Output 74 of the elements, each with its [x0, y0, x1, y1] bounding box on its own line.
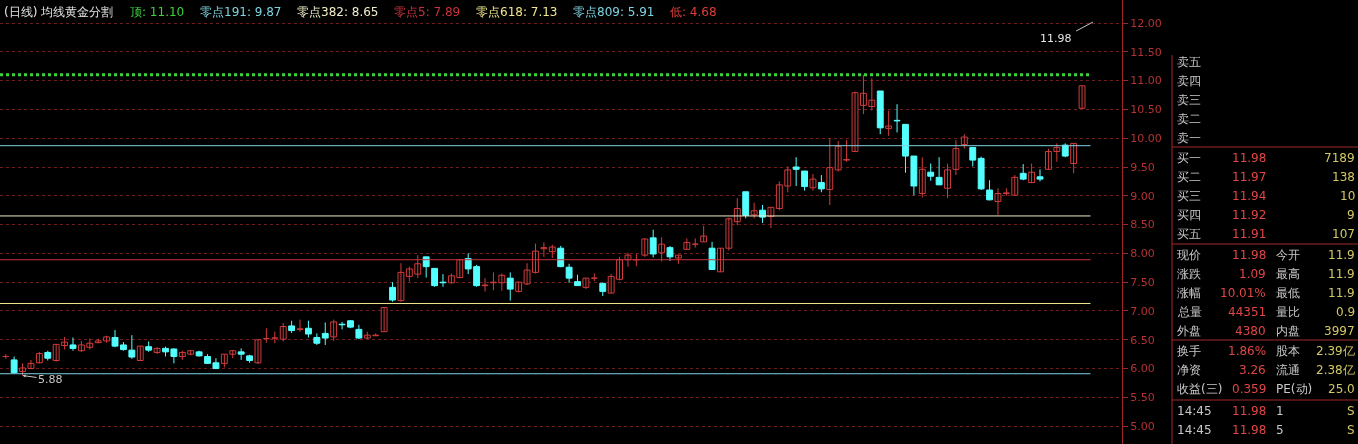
- text: 现价 11.98 今开 11.9: [1177, 248, 1355, 262]
- text: 卖四: [1177, 74, 1201, 88]
- candlestick: [69, 336, 77, 352]
- y-tick-label: 9.00: [1130, 189, 1155, 203]
- candlestick: [683, 237, 691, 251]
- text: 买四 11.92 9: [1177, 208, 1355, 222]
- candlestick: [246, 354, 254, 364]
- y-tick-label: 6.50: [1130, 333, 1155, 347]
- candlestick: [969, 146, 977, 167]
- text: 卖二: [1177, 112, 1201, 126]
- candlestick: [1036, 168, 1044, 182]
- annotation: 11.98: [1040, 32, 1072, 45]
- y-tick-label: 5.50: [1130, 391, 1155, 405]
- y-tick-label: 12.00: [1130, 16, 1162, 30]
- y-tick-label: 8.00: [1130, 247, 1155, 261]
- candlestick: [389, 281, 396, 303]
- text: 总量 44351 量比 0.9: [1178, 305, 1356, 319]
- text: 涨幅 10.01% 最低 11.9: [1177, 286, 1355, 300]
- text: 净资 3.26 流通 2.38亿: [1177, 363, 1355, 377]
- candlestick: [296, 319, 304, 333]
- y-tick-label: 10.50: [1130, 103, 1162, 117]
- candlestick: [960, 133, 968, 150]
- text: 外盘 4380 内盘 3997: [1177, 324, 1355, 338]
- text: 14:45 11.98 5 S: [1177, 423, 1355, 437]
- ref-line-label: 零点618: 7.13: [476, 5, 558, 19]
- y-tick-label: 6.00: [1130, 362, 1155, 376]
- ref-line-label: 零点382: 8.65: [297, 5, 379, 19]
- annotation: 低: 4.68: [670, 5, 717, 19]
- y-tick-label: 11.00: [1130, 74, 1162, 88]
- y-tick-label: 11.50: [1130, 45, 1162, 59]
- text: 卖一: [1177, 131, 1201, 145]
- candlestick: [481, 277, 489, 292]
- y-tick-label: 7.50: [1130, 276, 1155, 290]
- annotation: 5.88: [38, 373, 63, 386]
- y-tick-label: 8.50: [1130, 218, 1155, 232]
- candlestick: [801, 170, 809, 192]
- y-tick-label: 7.00: [1130, 304, 1155, 318]
- ref-line-label: 零点191: 9.87: [200, 5, 282, 19]
- text: 买二 11.97 138: [1177, 170, 1355, 184]
- text: 买三 11.94 10: [1177, 189, 1356, 203]
- candlestick: [279, 322, 287, 342]
- ref-line-label: 顶: 11.10: [130, 5, 185, 19]
- text: 收益(三) 0.359 PE(动) 25.0: [1177, 382, 1355, 396]
- ref-line-label: 零点809: 5.91: [573, 5, 655, 19]
- y-tick-label: 5.00: [1130, 420, 1155, 433]
- candlestick: [1019, 163, 1027, 181]
- text: 买一 11.98 7189: [1177, 151, 1355, 165]
- candlestick: [817, 174, 825, 193]
- candlestick: [649, 229, 657, 258]
- candlestick: [1078, 85, 1086, 109]
- text: 卖三: [1177, 93, 1201, 107]
- candlestick: [893, 103, 901, 133]
- text: 涨跌 1.09 最高 11.9: [1177, 267, 1355, 281]
- text: (日线) 均线黄金分割: [4, 5, 114, 19]
- text: 买五 11.91 107: [1177, 227, 1355, 241]
- candlestick: [145, 340, 153, 353]
- candlestick: [700, 225, 708, 243]
- y-tick-label: 10.00: [1130, 132, 1162, 146]
- candlestick: [288, 320, 296, 334]
- y-tick-label: 9.50: [1130, 160, 1155, 174]
- candlestick: [885, 110, 893, 137]
- candlestick: [641, 237, 649, 258]
- candlestick: [44, 350, 52, 361]
- candlestick: [792, 156, 800, 187]
- text: 换手 1.86% 股本 2.39亿: [1177, 344, 1355, 358]
- candlestick: [136, 345, 144, 361]
- text: 卖五: [1177, 55, 1201, 69]
- ref-line-label: 零点5: 7.89: [394, 5, 461, 19]
- candlestick: [809, 173, 817, 192]
- candlestick: [237, 347, 245, 361]
- candlestick: [305, 320, 312, 338]
- candlestick: [330, 319, 338, 342]
- candlestick: [321, 321, 329, 346]
- text: 14:45 11.98 1 S: [1177, 404, 1355, 418]
